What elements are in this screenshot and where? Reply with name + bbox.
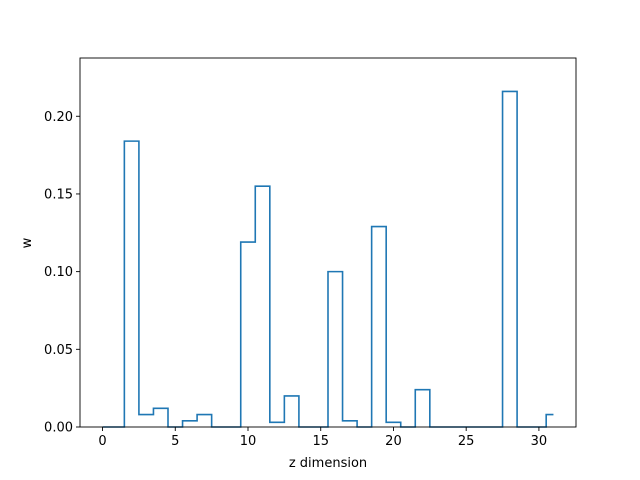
y-tick-label: 0.15 [44,187,73,202]
axes-frame [79,57,577,428]
x-axis-label: z dimension [289,456,367,471]
x-tick-label: 20 [385,434,402,449]
y-tick-label: 0.20 [44,110,73,125]
x-tick-label: 10 [240,434,257,449]
series-line-0 [102,90,554,428]
y-axis-label: w [20,237,35,248]
y-tick-label: 0.10 [44,265,73,280]
x-tick-label: 25 [458,434,475,449]
x-tick-label: 5 [171,434,179,449]
plot-area: 0 5 10 15 20 25 30 0.00 0.05 0.10 0.15 0.20 [44,57,577,449]
y-tick-label: 0.00 [44,421,73,436]
x-tick-label: 30 [531,434,548,449]
x-tick-label: 15 [312,434,329,449]
x-tick-label: 0 [98,434,106,449]
y-tick-label: 0.05 [44,343,73,358]
